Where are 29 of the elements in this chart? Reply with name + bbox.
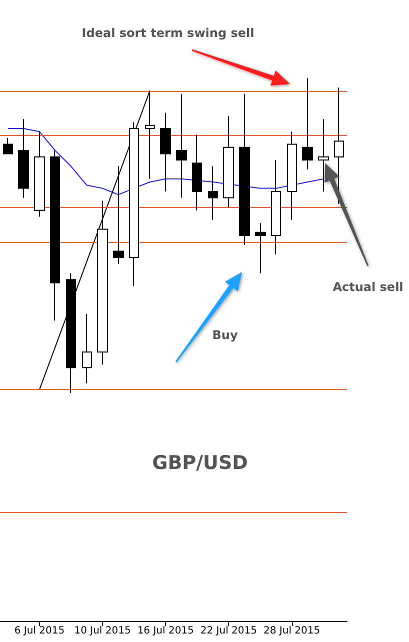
annotation: Buy	[212, 328, 238, 342]
candlestick	[287, 131, 297, 220]
candlestick	[176, 93, 187, 198]
candlestick	[129, 122, 139, 286]
candlestick	[34, 131, 45, 218]
candlestick	[208, 166, 218, 220]
candlestick	[97, 200, 108, 366]
x-tick-label: 6 Jul 2015	[14, 626, 65, 636]
text: Ideal sort term swing sell	[82, 26, 254, 40]
x-tick-label: 28 Jul 2015	[263, 626, 320, 636]
candlestick	[302, 78, 313, 170]
candlestick	[318, 118, 329, 192]
candlestick	[50, 150, 60, 321]
x-tick-label: 22 Jul 2015	[200, 626, 258, 636]
text: GBP/USD	[152, 452, 248, 474]
candlestick	[18, 118, 29, 198]
candlestick	[113, 166, 124, 264]
annotation: Actual sell	[332, 280, 404, 294]
x-tick-label: 10 Jul 2015	[74, 626, 131, 636]
candlestick	[239, 93, 250, 246]
candlestick	[271, 159, 281, 255]
candlestick	[223, 115, 234, 208]
candlestick	[334, 87, 344, 205]
candlestick	[82, 314, 92, 384]
x-tick-label: 16 Jul 2015	[137, 626, 194, 636]
candlestick	[160, 112, 171, 192]
candlestick	[255, 222, 266, 274]
candlestick	[3, 137, 13, 154]
candlestick	[192, 134, 202, 211]
